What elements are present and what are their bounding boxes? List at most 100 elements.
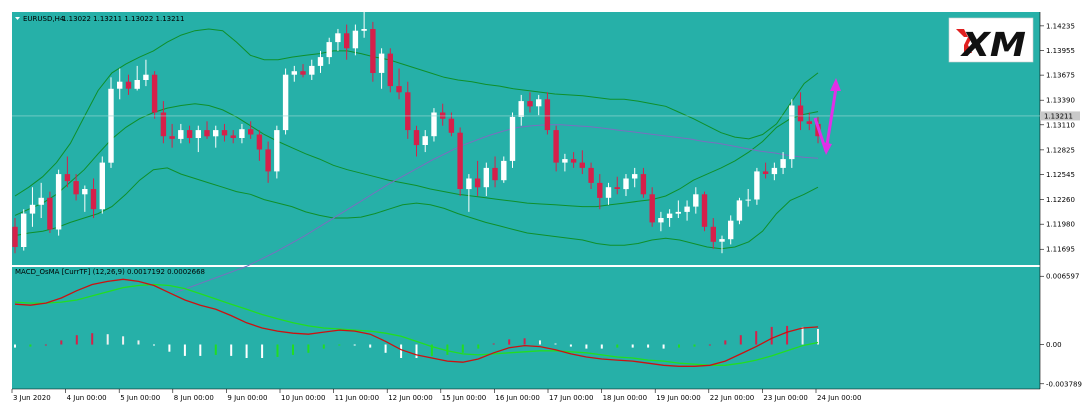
candle-body [693,194,699,207]
histogram-bar [770,326,773,345]
histogram-bar [369,344,372,348]
candle [666,209,673,227]
candle-body [579,162,585,168]
candle [649,187,655,227]
time-tick-label: 16 Jun 00:00 [495,394,539,402]
candle [675,200,681,219]
candle-body [151,74,158,113]
candle-body [614,187,620,189]
candle [623,174,629,197]
macd-indicator [14,278,819,367]
candle [605,182,612,205]
candle [693,187,699,214]
candle-body [806,121,812,124]
time-axis: 3 Jun 2020 4 Jun 00:00 5 Jun 00:00 8 Jun 00… [11,389,861,402]
histogram-bar [353,344,356,346]
candle [640,167,647,198]
logo-text: XM [960,25,1026,64]
bollinger-upper-line [14,28,819,197]
collapse-triangle-icon[interactable] [15,17,20,20]
candle [108,77,114,168]
candle-body [413,130,420,146]
histogram-bar [569,344,572,347]
macd-pane [12,267,1040,389]
histogram-bar [415,344,418,358]
time-tick-label: 24 Jun 00:00 [817,394,861,402]
histogram-bar [817,329,819,345]
price-tick-label: 1.12545 [1046,171,1075,179]
price-tick-label: 1.11695 [1046,246,1075,254]
candle-body [736,200,743,221]
time-tick-label: 5 Jun 00:00 [120,394,160,402]
candle [387,48,393,93]
histogram-bar [477,344,480,349]
bollinger-middle-line [14,103,819,216]
candle [248,121,254,139]
candle-body [570,159,577,163]
histogram-bar [724,340,727,345]
macd-tick-label: 0.00 [1046,341,1062,349]
candle-body [701,194,708,227]
macd-tick-label: -0.003789 [1046,380,1082,388]
histogram-bar [199,344,202,356]
price-tick-label: 1.13955 [1046,47,1075,55]
candle [754,167,760,205]
candle-body [309,65,315,75]
candle [405,81,411,139]
candle-body [300,71,306,75]
histogram-bar [292,344,294,355]
candle-body [771,167,778,175]
time-tick-label: 4 Jun 00:00 [67,394,107,402]
candle-body [352,30,359,49]
histogram-bar [585,344,588,349]
histogram-bar [801,326,804,345]
candle-body [780,159,786,168]
price-tick-label: 1.14235 [1046,22,1075,30]
histogram-bar [261,344,264,358]
candle-body [518,101,524,117]
candle [736,197,743,225]
candle-body [117,81,123,89]
candle-body [230,135,236,138]
candle [256,130,263,161]
candle-body [405,92,411,131]
candle-body [29,204,36,214]
time-tick-label: 19 Jun 00:00 [656,394,700,402]
candle-body [73,181,79,195]
price-pane [12,12,1040,265]
time-tick-label: 11 Jun 00:00 [335,394,379,402]
candle-body [492,167,498,181]
candle-body [658,218,664,223]
candle [553,125,559,172]
histogram-bar [492,343,495,345]
candle-body [710,226,716,242]
histogram-bar [137,340,140,345]
histogram-bar [322,344,325,349]
candle-body [728,220,734,240]
time-tick-label: 18 Jun 00:00 [603,394,647,402]
histogram-bar [245,344,248,358]
candle [396,68,402,100]
candle [352,24,359,56]
candle [570,152,577,168]
candle-body [387,53,393,87]
candle-body [370,29,376,73]
candle-body [186,130,193,138]
candle [466,174,472,212]
candle [55,169,62,236]
candle-body [501,160,507,181]
candle [457,127,463,197]
histogram-bar [631,344,634,348]
candle-body [536,99,542,107]
candle-body [597,182,603,198]
candle-body [143,74,149,80]
candle-body [317,57,324,66]
candle-body [335,33,341,43]
candlesticks [12,11,821,254]
candle-body [509,116,516,161]
candle-body [527,101,533,107]
candle-body [466,178,472,190]
macd-axis: 0.006597 0.00 -0.003789 [1040,273,1082,388]
candle-body [265,149,271,172]
macd-line [14,278,819,367]
